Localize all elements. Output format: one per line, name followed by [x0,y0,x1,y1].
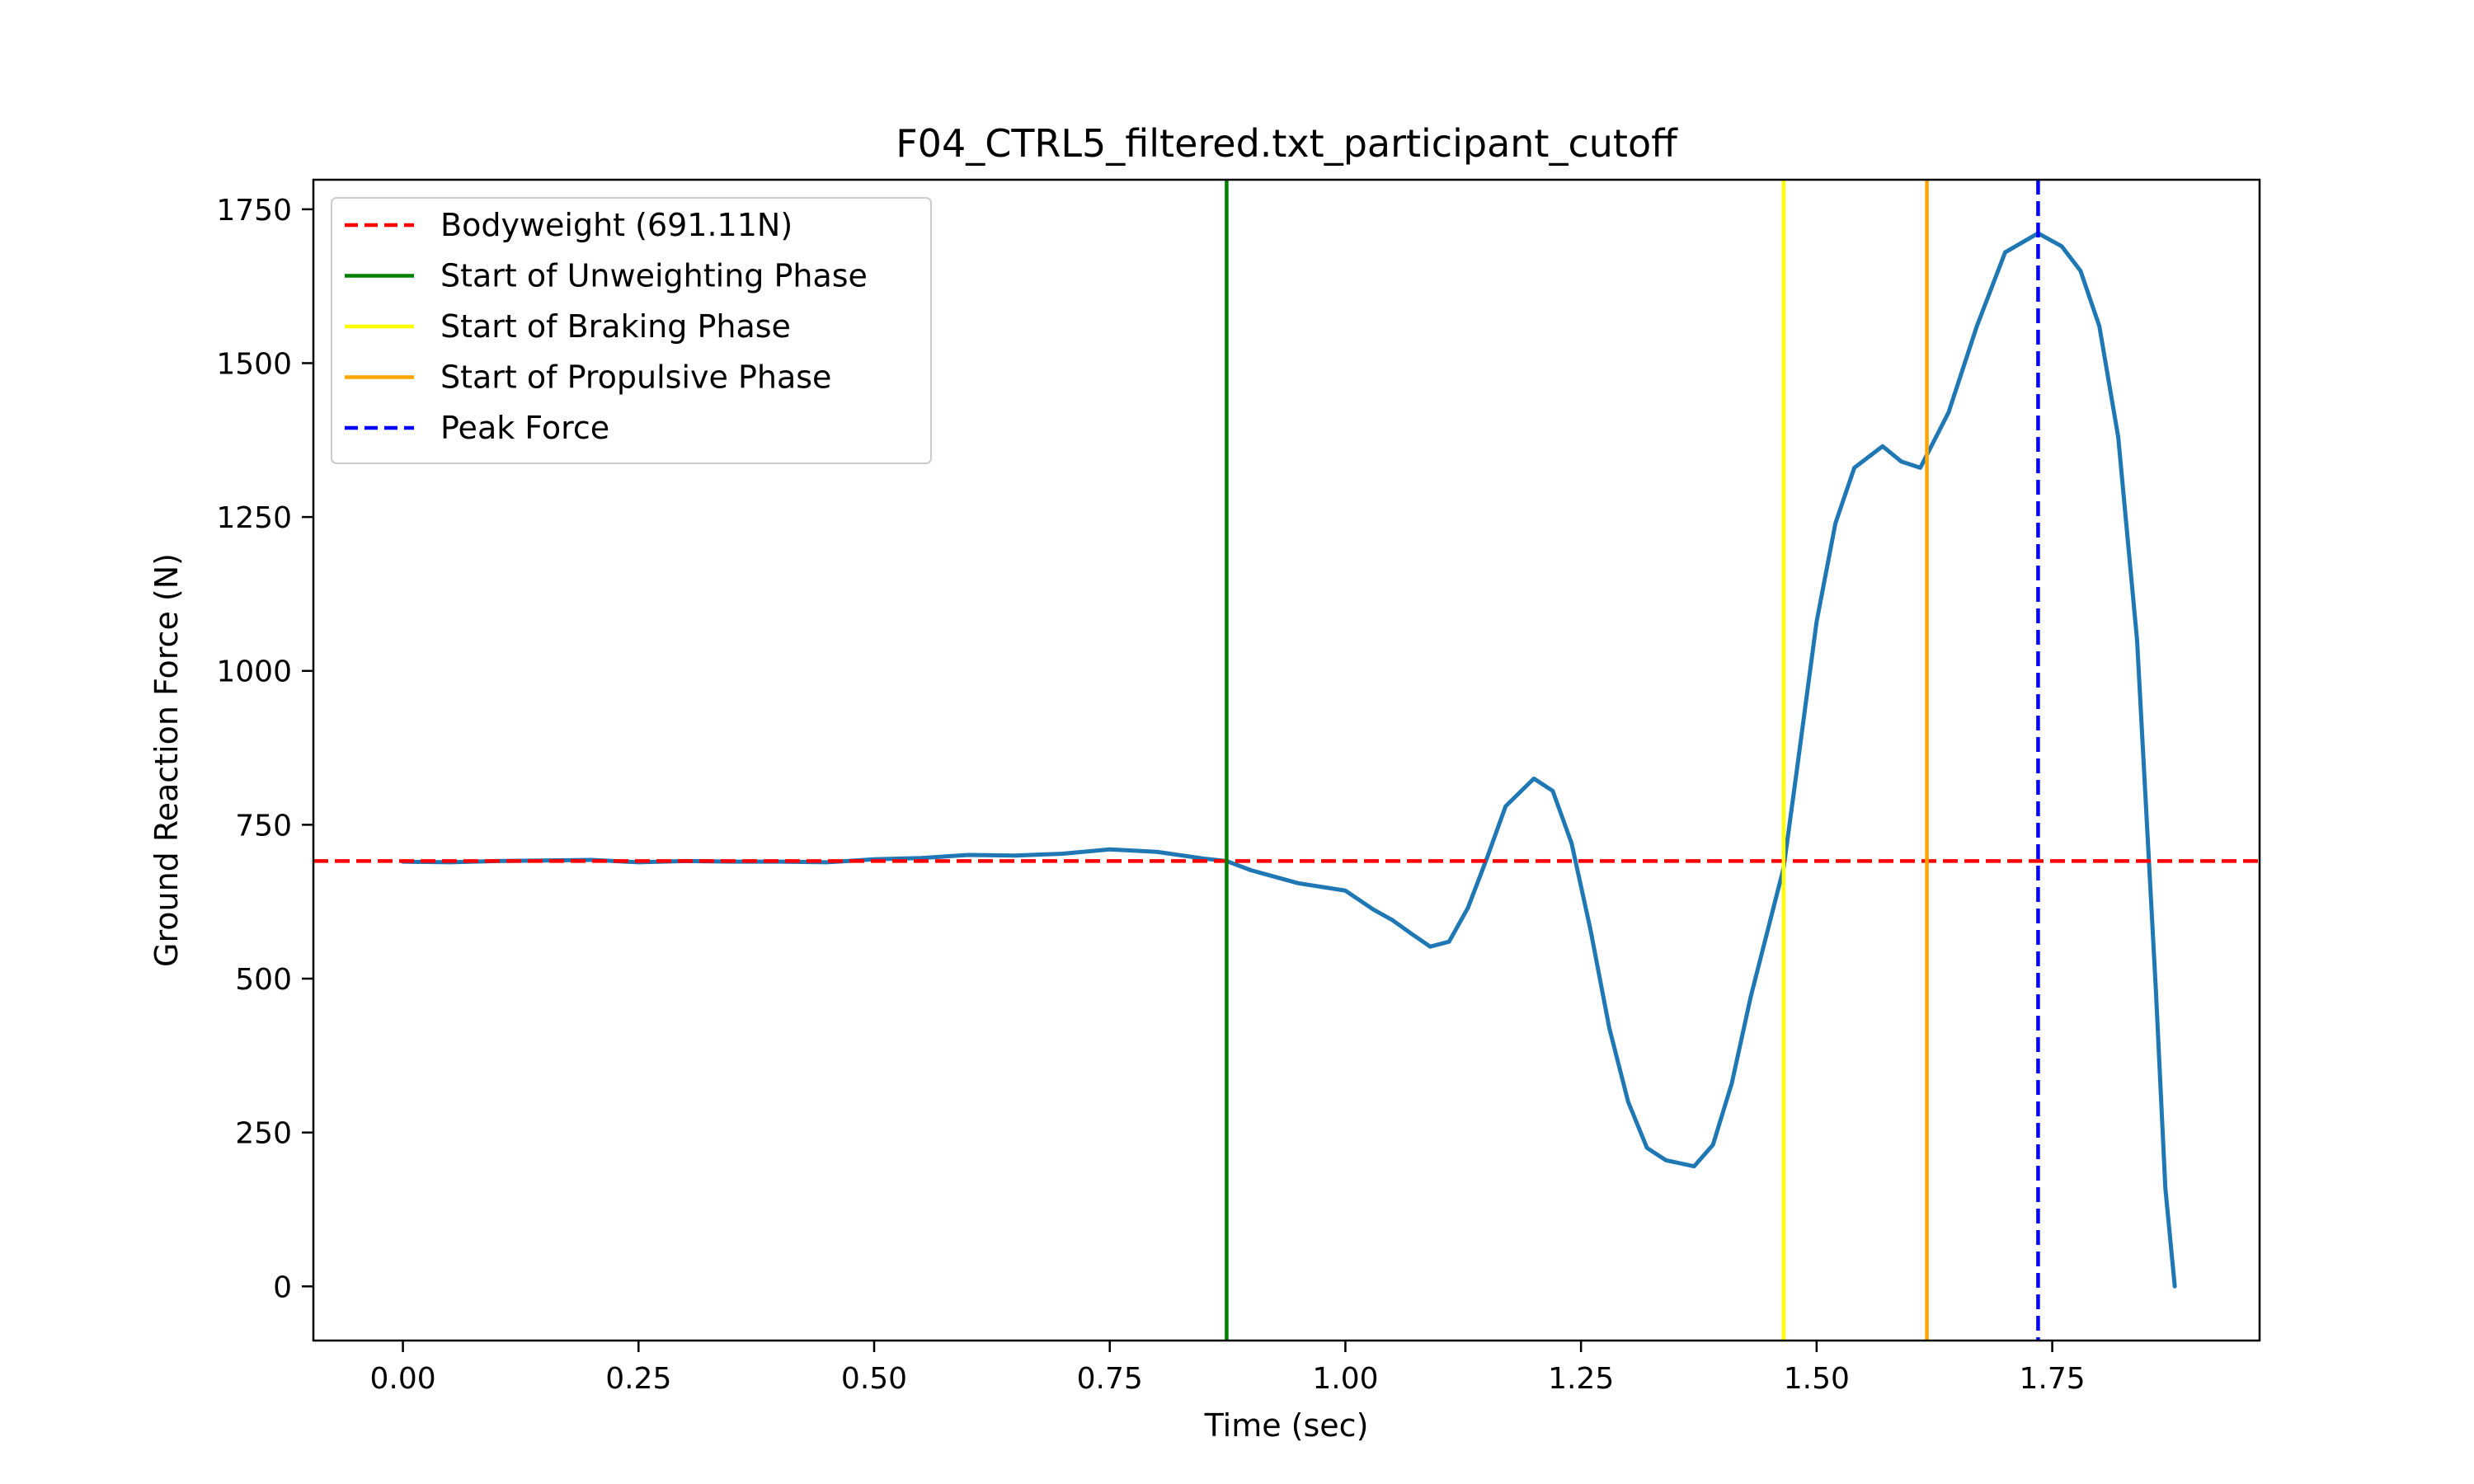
legend-label-start-of-braking-phase: Start of Braking Phase [440,308,791,345]
legend-items: Bodyweight (691.11N) Start of Unweighting… [345,207,868,446]
x-tick-label: 1.25 [1548,1362,1614,1396]
legend-box [331,197,932,464]
x-tick-label: 1.00 [1312,1362,1378,1396]
y-tick-label: 1250 [216,501,292,535]
y-tick-label: 1000 [216,655,292,689]
x-tick-label: 1.50 [1784,1362,1850,1396]
legend-label-start-of-propulsive-phase: Start of Propulsive Phase [440,359,831,396]
y-tick-label: 250 [235,1117,292,1151]
plot-frame [312,178,2261,1342]
series-line-grf-1 [401,231,2177,1289]
y-tick-label: 0 [273,1270,292,1304]
y-tick-label: 1750 [216,194,292,228]
y-axis: 0 250 500 750 1000 1250 1500 1750 [216,194,313,1304]
x-tick-label: 0.75 [1077,1362,1143,1396]
y-tick-label: 1500 [216,347,292,381]
y-axis-label: Ground Reaction Force (N) [148,553,185,967]
legend: Bodyweight (691.11N) Start of Unweighting… [331,197,932,464]
plot-lines [313,180,2260,1341]
x-axis-label: Time (sec) [1204,1407,1369,1444]
x-tick-label: 1.75 [2019,1362,2085,1396]
x-tick-label: 0.50 [841,1362,907,1396]
y-tick-label: 500 [235,963,292,997]
x-tick-label: 0.00 [369,1362,435,1396]
legend-label-start-of-unweighting-phase: Start of Unweighting Phase [440,258,868,294]
y-tick-label: 750 [235,809,292,843]
legend-label-peak-force: Peak Force [440,410,609,446]
x-tick-label: 0.25 [605,1362,671,1396]
legend-label-bodyweight-691-11n: Bodyweight (691.11N) [440,207,793,243]
x-axis: 0.00 0.25 0.50 0.75 1.00 1.25 1.50 1.75 [369,1341,2086,1396]
chart-title: F04_CTRL5_filtered.txt_participant_cutof… [896,121,1678,166]
